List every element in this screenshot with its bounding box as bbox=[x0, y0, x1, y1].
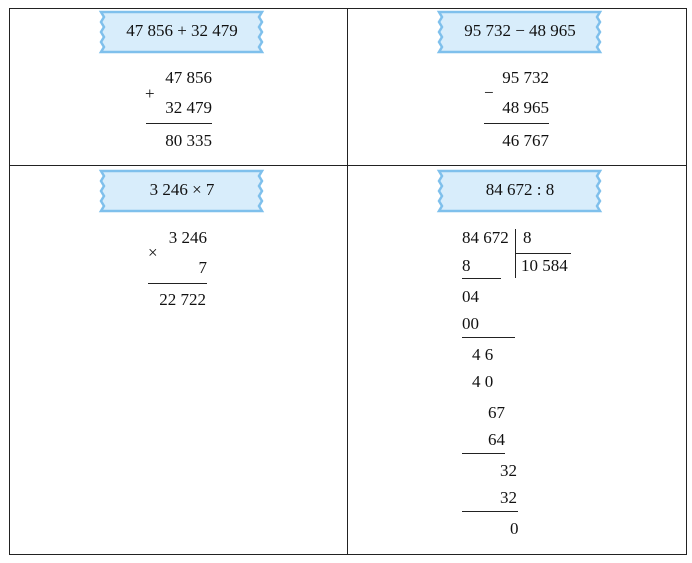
operator: + bbox=[145, 84, 155, 103]
step: 32 bbox=[500, 461, 517, 480]
result: 46 767 bbox=[502, 131, 549, 150]
step: 4 6 bbox=[472, 345, 493, 364]
title-banner bbox=[98, 10, 265, 54]
step: 8 bbox=[462, 256, 471, 275]
step: 04 bbox=[462, 287, 480, 306]
cell-title: 47 856 + 32 479 bbox=[126, 21, 238, 40]
title-banner bbox=[436, 10, 603, 54]
step: 32 bbox=[500, 488, 517, 507]
step: 00 bbox=[462, 314, 479, 333]
title-banner bbox=[98, 169, 265, 213]
cell-title: 95 732 − 48 965 bbox=[464, 21, 576, 40]
step: 0 bbox=[510, 519, 519, 538]
cell-title: 84 672 : 8 bbox=[486, 180, 554, 199]
dividend: 84 672 bbox=[462, 228, 509, 247]
operand: 7 bbox=[199, 258, 208, 277]
step: 67 bbox=[488, 403, 506, 422]
result: 80 335 bbox=[165, 131, 212, 150]
operand: 95 732 bbox=[502, 68, 549, 87]
title-banner bbox=[436, 169, 603, 213]
result: 22 722 bbox=[159, 290, 206, 309]
step: 64 bbox=[488, 430, 506, 449]
operator: − bbox=[484, 83, 494, 102]
step: 4 0 bbox=[472, 372, 493, 391]
divisor: 8 bbox=[523, 228, 532, 247]
operand: 48 965 bbox=[502, 98, 549, 117]
operand: 3 246 bbox=[169, 228, 207, 247]
operand: 47 856 bbox=[165, 68, 212, 87]
quotient: 10 584 bbox=[521, 256, 568, 275]
cell-title: 3 246 × 7 bbox=[150, 180, 215, 199]
operator: × bbox=[148, 243, 158, 262]
operand: 32 479 bbox=[165, 98, 212, 117]
